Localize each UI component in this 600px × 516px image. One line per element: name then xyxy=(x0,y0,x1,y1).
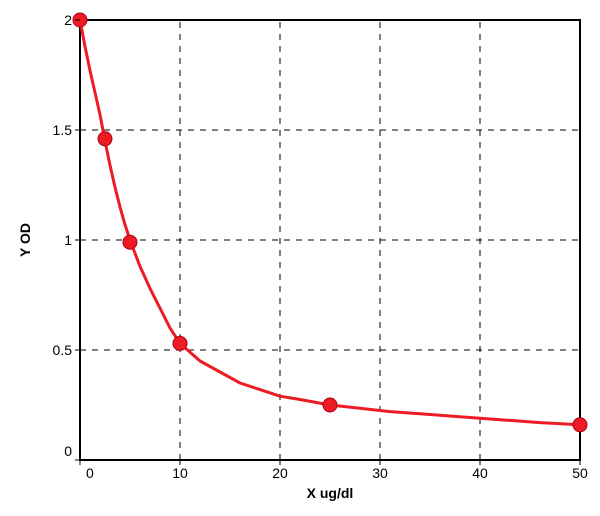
data-point xyxy=(573,418,587,432)
data-point xyxy=(98,132,112,146)
x-tick-label: 50 xyxy=(572,465,588,481)
data-point xyxy=(123,235,137,249)
y-tick-label: 0 xyxy=(64,443,72,459)
x-tick-label: 20 xyxy=(272,465,288,481)
data-point xyxy=(323,398,337,412)
y-axis-label: Y OD xyxy=(17,223,33,257)
x-tick-label: 40 xyxy=(472,465,488,481)
x-tick-label: 0 xyxy=(86,465,94,481)
y-tick-label: 1.5 xyxy=(53,122,73,138)
x-axis-label: X ug/dl xyxy=(307,485,354,501)
y-tick-label: 0.5 xyxy=(53,342,73,358)
data-point xyxy=(173,336,187,350)
y-tick-label: 2 xyxy=(64,12,72,28)
chart-canvas: 0 10 20 30 40 50 0 0.5 1 1.5 2 X ug/dl Y OD xyxy=(0,0,600,516)
y-tick-label: 1 xyxy=(64,232,72,248)
standard-curve-chart: 0 10 20 30 40 50 0 0.5 1 1.5 2 X ug/dl Y OD xyxy=(0,0,600,516)
x-tick-label: 10 xyxy=(172,465,188,481)
chart-bg xyxy=(0,0,600,516)
x-tick-label: 30 xyxy=(372,465,388,481)
